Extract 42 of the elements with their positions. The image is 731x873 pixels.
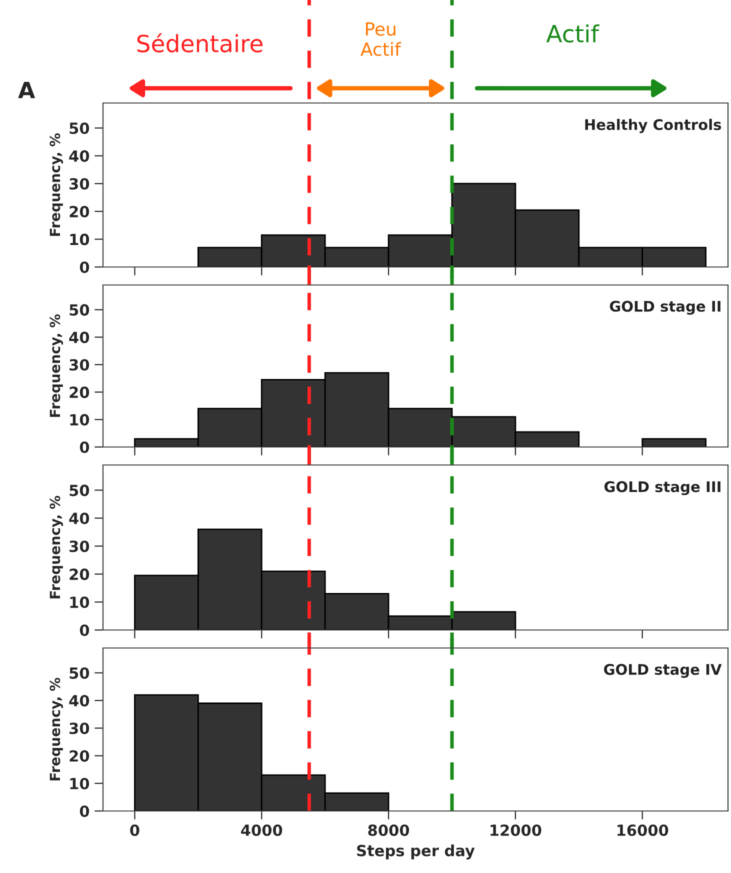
y-tick-label: 40 xyxy=(69,150,90,162)
y-tick-label: 10 xyxy=(70,234,90,246)
y-tick-label: 40 xyxy=(69,332,90,344)
y-tick-label: 50 xyxy=(70,304,90,316)
y-tick-label: 20 xyxy=(70,386,90,398)
text: A xyxy=(18,82,36,98)
y-axis-title: Frequency, % xyxy=(50,133,63,236)
text: GOLD stage III xyxy=(604,481,720,496)
text: Peu Actif xyxy=(360,22,402,56)
x-tick-label: 4000 xyxy=(241,824,282,836)
y-axis-title: Frequency, % xyxy=(50,314,63,417)
y-tick-label: 10 xyxy=(70,414,90,426)
y-tick-label: 30 xyxy=(70,722,90,734)
y-axis-title: Frequency, % xyxy=(50,496,63,598)
text: Healthy Controls xyxy=(585,118,722,134)
y-tick-label: 20 xyxy=(70,568,90,580)
y-tick-label: 40 xyxy=(69,512,90,524)
y-tick-label: 0 xyxy=(80,261,90,274)
y-tick-label: 30 xyxy=(70,178,90,190)
x-tick-label: 12000 xyxy=(490,824,542,836)
text: GOLD stage II xyxy=(610,300,720,315)
x-tick-label: 16000 xyxy=(617,824,668,836)
y-tick-label: 30 xyxy=(70,540,90,552)
y-tick-label: 0 xyxy=(80,624,90,636)
y-tick-label: 20 xyxy=(70,750,90,762)
y-tick-label: 10 xyxy=(70,778,90,790)
y-tick-label: 50 xyxy=(70,122,90,134)
text: Actif xyxy=(546,24,600,43)
x-axis-title: Steps per day xyxy=(357,844,475,860)
y-tick-label: 50 xyxy=(70,484,90,496)
y-tick-label: 40 xyxy=(69,694,90,707)
text: GOLD stage IV xyxy=(604,664,722,678)
y-tick-label: 50 xyxy=(70,667,90,679)
y-tick-label: 0 xyxy=(80,441,90,454)
y-axis-title: Frequency, % xyxy=(50,678,63,780)
x-tick-label: 8000 xyxy=(368,824,410,836)
y-tick-label: 20 xyxy=(70,206,90,218)
y-tick-label: 10 xyxy=(70,596,90,608)
text: Sédentaire xyxy=(137,33,262,52)
y-tick-label: 30 xyxy=(70,359,90,371)
y-tick-label: 0 xyxy=(80,805,90,818)
x-tick-label: 0 xyxy=(130,824,140,836)
